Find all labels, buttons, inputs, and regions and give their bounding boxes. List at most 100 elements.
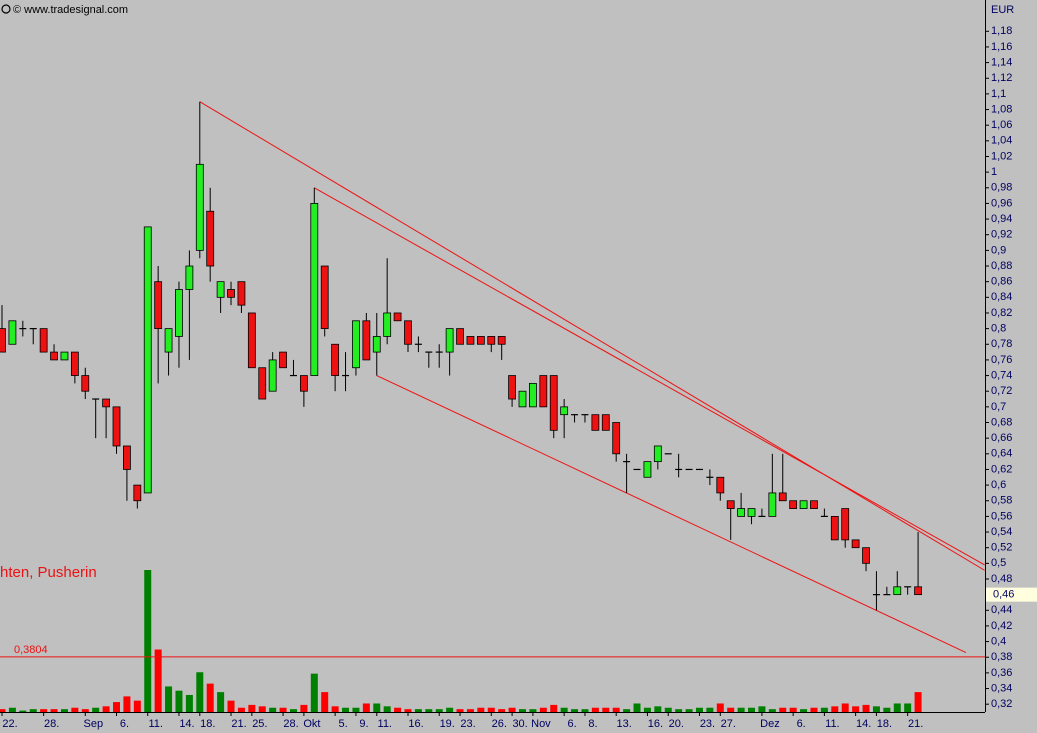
- volume-bar: [633, 703, 641, 712]
- y-tick-label: 0,66: [991, 432, 1012, 444]
- volume-bar: [466, 709, 474, 712]
- volume-bar: [748, 707, 756, 712]
- candle-body: [539, 375, 548, 408]
- volume-bar: [269, 707, 277, 712]
- x-tick-label: Dez: [760, 718, 780, 730]
- trendline: [199, 101, 985, 571]
- last-price-label: 0,46: [993, 589, 1014, 601]
- volume-bar: [872, 706, 880, 712]
- volume-bar: [0, 709, 6, 712]
- volume-bar: [539, 707, 547, 712]
- volume-bar: [508, 707, 516, 712]
- x-tick-label: Okt: [303, 718, 320, 730]
- volume-bar: [237, 707, 245, 712]
- candle-body: [372, 336, 381, 353]
- volume-bar: [716, 703, 724, 712]
- y-tick-label: 0,52: [991, 542, 1012, 554]
- candle-body: [112, 406, 121, 447]
- volume-bar: [102, 706, 110, 712]
- y-tick-label: 1,08: [991, 103, 1012, 115]
- candle-body: [549, 375, 558, 431]
- x-tick-label: 21.: [908, 718, 923, 730]
- y-tick-label: 0,76: [991, 354, 1012, 366]
- x-tick-label: 22.: [2, 718, 17, 730]
- candle-body: [154, 281, 163, 330]
- candle-body: [143, 226, 152, 494]
- y-tick-label: 0,68: [991, 416, 1012, 428]
- volume-bar: [820, 707, 828, 712]
- candle-body: [830, 515, 839, 541]
- x-tick-label: 18.: [200, 718, 215, 730]
- x-tick-label: 6.: [797, 718, 806, 730]
- volume-bar: [206, 683, 214, 712]
- volume-bar: [154, 649, 162, 712]
- last-price-box: [986, 587, 1037, 602]
- volume-bar: [456, 709, 464, 712]
- volume-bar: [737, 707, 745, 712]
- x-tick-label: 11.: [378, 718, 392, 730]
- candle-body: [768, 492, 777, 517]
- candle-body: [893, 586, 902, 596]
- volume-bar: [571, 709, 579, 712]
- candle-body: [362, 320, 371, 361]
- candle-body: [299, 375, 308, 392]
- x-tick-label: 16.: [648, 718, 663, 730]
- y-tick-label: 0,78: [991, 338, 1012, 350]
- x-tick-label: 27.: [721, 718, 736, 730]
- volume-bar: [477, 707, 485, 712]
- volume-bar: [300, 704, 308, 712]
- volume-bar: [654, 706, 662, 712]
- candle-body: [643, 461, 652, 478]
- x-tick-label: 13.: [617, 718, 632, 730]
- volume-bar: [581, 709, 589, 712]
- volume-bar: [352, 707, 360, 712]
- volume-bar: [550, 704, 558, 712]
- volume-bar: [789, 707, 797, 712]
- volume-bar: [289, 709, 297, 712]
- volume-bar: [758, 706, 766, 712]
- candle-body: [352, 320, 360, 369]
- candle-body: [799, 500, 808, 509]
- y-tick-label: 0,62: [991, 463, 1012, 475]
- volume-bar: [810, 707, 818, 712]
- candle-body: [102, 398, 110, 408]
- candle-body: [560, 406, 569, 416]
- y-tick-label: 0,94: [991, 213, 1012, 225]
- y-tick-label: 1,06: [991, 119, 1012, 131]
- volume-bar: [113, 702, 121, 712]
- currency-label: EUR: [991, 4, 1014, 16]
- volume-bar: [779, 707, 787, 712]
- candle-body: [320, 265, 329, 330]
- y-tick-label: 0,74: [991, 369, 1012, 381]
- candle-body: [237, 281, 246, 306]
- candle-body: [393, 312, 402, 322]
- candle-body: [70, 351, 79, 376]
- x-tick-label: Nov: [531, 718, 551, 730]
- x-tick-label: 25.: [252, 718, 267, 730]
- candle-body: [487, 336, 496, 345]
- x-tick-label: 28.: [44, 718, 59, 730]
- x-tick-label: 6.: [568, 718, 577, 730]
- candle-body: [310, 203, 319, 376]
- y-tick-label: 0,5: [991, 557, 1006, 569]
- candle-body: [331, 343, 340, 376]
- volume-bar: [133, 700, 141, 712]
- candle-body: [216, 281, 225, 298]
- y-tick-label: 0,86: [991, 276, 1012, 288]
- x-tick-label: 8.: [588, 718, 597, 730]
- volume-bar: [362, 703, 370, 712]
- volume-bar: [643, 707, 651, 712]
- y-tick-label: 0,64: [991, 448, 1012, 460]
- level-label: 0,3804: [14, 644, 48, 656]
- candle-body: [206, 210, 215, 267]
- volume-bar: [404, 709, 412, 712]
- volume-bar: [519, 709, 526, 712]
- candle-body: [914, 586, 922, 596]
- volume-bar: [29, 709, 37, 712]
- y-tick-label: 0,84: [991, 291, 1012, 303]
- volume-bar: [852, 706, 860, 712]
- y-tick-label: 0,9: [991, 244, 1006, 256]
- candle-body: [8, 320, 17, 345]
- volume-bar: [185, 694, 193, 712]
- volume-bar: [883, 707, 891, 712]
